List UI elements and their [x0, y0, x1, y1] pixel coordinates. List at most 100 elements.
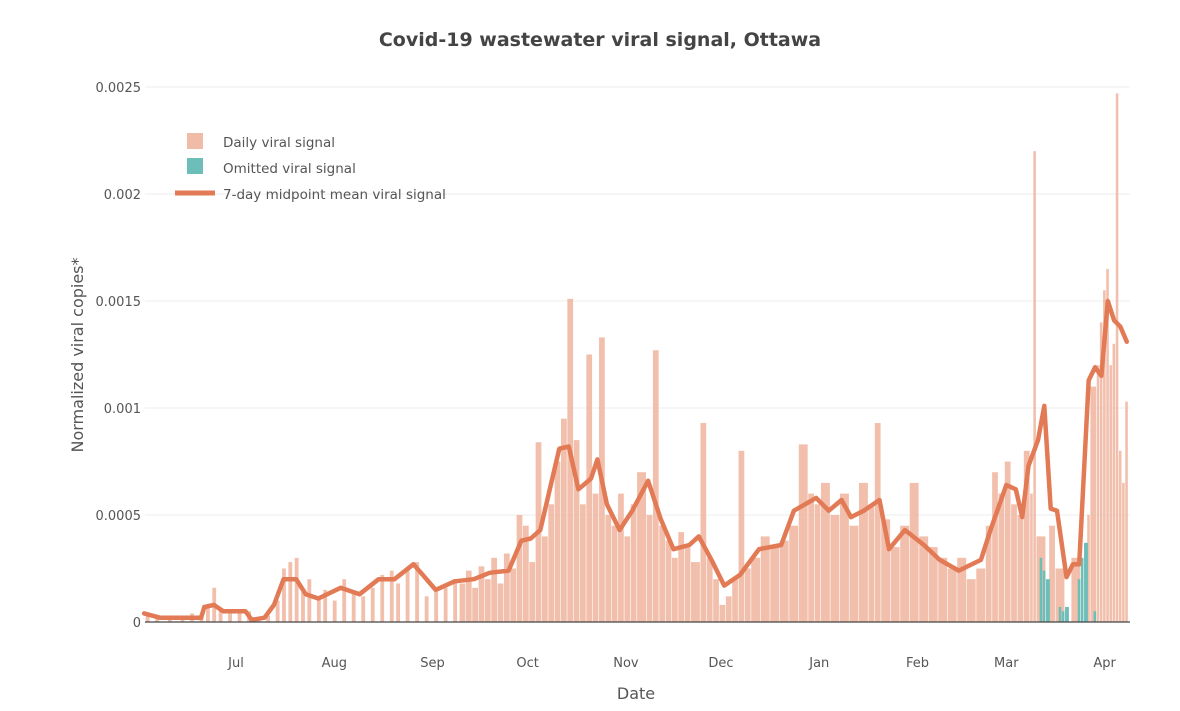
- daily-signal-bar: [700, 422, 707, 622]
- daily-signal-bar: [1125, 401, 1128, 622]
- daily-signal-bar: [205, 604, 210, 622]
- daily-signal-bar: [919, 536, 929, 622]
- x-tick-label: Aug: [322, 656, 347, 671]
- daily-signal-bar: [396, 583, 401, 622]
- daily-signal-bar: [370, 587, 375, 622]
- daily-signal-bar: [881, 519, 891, 622]
- x-tick-label: Mar: [994, 656, 1019, 671]
- daily-signal-bar: [361, 596, 366, 622]
- daily-signal-bar: [1023, 450, 1030, 622]
- x-tick-label: Jul: [227, 656, 244, 671]
- y-axis-label: Normalized viral copies*: [68, 257, 87, 452]
- daily-signal-bar: [874, 422, 881, 622]
- legend-label-daily[interactable]: Daily viral signal: [223, 135, 335, 151]
- x-tick-label: Jan: [808, 656, 829, 671]
- daily-signal-bar: [605, 515, 612, 622]
- daily-signal-bar: [282, 568, 286, 622]
- y-tick-label: 0.0005: [96, 509, 142, 524]
- legend-label-omitted[interactable]: Omitted viral signal: [223, 161, 356, 177]
- legend-label-mean[interactable]: 7-day midpoint mean viral signal: [223, 187, 446, 203]
- daily-signal-bar: [323, 589, 328, 622]
- daily-signal-bar: [671, 557, 678, 622]
- daily-signal-bar: [307, 579, 312, 622]
- daily-signal-bar: [389, 570, 394, 622]
- daily-signal-bar: [713, 579, 719, 622]
- omitted-signal-bar: [1061, 611, 1065, 622]
- x-tick-label: Apr: [1093, 656, 1116, 671]
- daily-signal-bar: [659, 525, 666, 622]
- daily-signal-bar: [624, 536, 631, 622]
- daily-signal-bar: [992, 472, 998, 622]
- daily-signal-bar: [719, 604, 726, 622]
- y-tick-label: 0.002: [104, 188, 141, 203]
- daily-signal-bar: [738, 450, 745, 622]
- daily-signal-bar: [1115, 93, 1119, 623]
- daily-signal-bar: [1112, 343, 1116, 622]
- daily-signal-bar: [868, 504, 875, 622]
- daily-signal-bar: [491, 557, 498, 622]
- daily-signal-bar: [510, 568, 517, 622]
- omitted-signal-bar: [1065, 607, 1069, 622]
- daily-signal-bar: [760, 536, 770, 622]
- daily-signal-bar: [522, 525, 529, 622]
- daily-signal-bar: [275, 600, 280, 622]
- x-axis-label: Date: [617, 684, 655, 703]
- daily-signal-bar: [294, 557, 299, 622]
- daily-signal-bar: [630, 504, 637, 622]
- daily-signal-bar: [237, 613, 242, 622]
- daily-signal-bar: [1118, 450, 1122, 622]
- legend-swatch-omitted: [187, 158, 203, 174]
- daily-signal-bar: [665, 540, 672, 622]
- y-tick-label: 0.001: [104, 402, 141, 417]
- daily-signal-bar: [529, 562, 536, 622]
- daily-signal-bar: [652, 350, 659, 622]
- daily-signal-bar: [554, 461, 561, 622]
- daily-signal-bar: [1103, 290, 1106, 622]
- y-tick-label: 0.0015: [96, 295, 142, 310]
- daily-signal-bar: [678, 532, 685, 622]
- daily-signal-bar: [820, 482, 830, 622]
- x-tick-label: Sep: [420, 656, 445, 671]
- daily-signal-bar: [732, 579, 738, 622]
- daily-signal-bar: [288, 562, 293, 622]
- daily-signal-bar: [1099, 322, 1103, 622]
- daily-signal-bar: [548, 504, 555, 622]
- daily-signal-bar: [966, 579, 976, 622]
- x-tick-label: Oct: [516, 656, 538, 671]
- daily-signal-bar: [976, 568, 986, 622]
- daily-signal-bar: [573, 440, 580, 622]
- x-tick-label: Feb: [906, 656, 929, 671]
- daily-signal-bar: [938, 557, 948, 622]
- daily-signal-bar: [586, 354, 593, 622]
- daily-signal-bar: [155, 617, 160, 622]
- daily-signal-bar: [947, 568, 957, 622]
- x-tick-label: Dec: [708, 656, 733, 671]
- daily-signal-bar: [900, 525, 910, 622]
- omitted-signal-bar: [1093, 611, 1097, 622]
- daily-signal-bar: [779, 540, 789, 622]
- daily-signal-bar: [985, 525, 992, 622]
- daily-signal-bar: [1004, 461, 1011, 622]
- omitted-signal-bar: [1077, 579, 1081, 622]
- legend[interactable]: Daily viral signal Omitted viral signal …: [175, 133, 446, 203]
- daily-signal-bar: [751, 557, 761, 622]
- daily-signal-bar: [928, 547, 938, 622]
- daily-signal-bar: [830, 515, 840, 622]
- daily-signal-bar: [770, 547, 780, 622]
- daily-signal-bar: [637, 472, 646, 622]
- daily-signal-bar: [443, 587, 448, 622]
- chart-title: Covid-19 wastewater viral signal, Ottawa: [379, 29, 821, 51]
- daily-signal-bar: [459, 583, 466, 622]
- daily-signal-bar: [301, 592, 305, 622]
- daily-signal-bar: [380, 574, 385, 622]
- daily-signal-bar: [503, 553, 510, 622]
- daily-signal-bar: [266, 615, 271, 622]
- daily-signal-bar: [1087, 515, 1090, 622]
- daily-signal-bar: [497, 583, 504, 622]
- daily-signal-bar: [484, 579, 491, 622]
- daily-signal-bar: [998, 493, 1005, 622]
- daily-signal-bar: [725, 596, 732, 622]
- daily-signal-bar: [890, 547, 900, 622]
- daily-signal-bar: [839, 493, 849, 622]
